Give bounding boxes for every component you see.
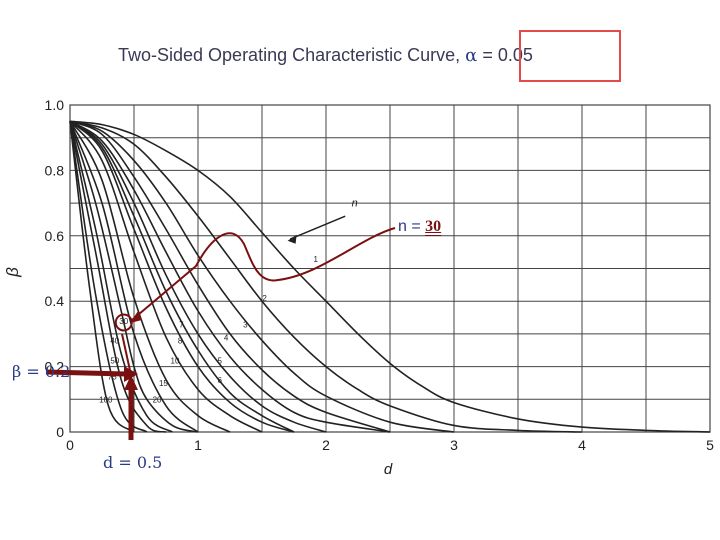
curve-label-n-30: 30 — [119, 317, 128, 326]
curve-label-n-2: 2 — [262, 294, 267, 303]
y-tick-label: 0.6 — [45, 228, 65, 244]
chart-title: Two-Sided Operating Characteristic Curve… — [118, 45, 533, 66]
title-prefix: Two-Sided Operating Characteristic Curve… — [118, 45, 461, 65]
d-to-circle-line — [121, 333, 132, 376]
oc-curve-n-8 — [69, 120, 295, 433]
oc-curve-n-2 — [69, 120, 583, 433]
curve-label-n-15: 15 — [159, 379, 168, 388]
y-tick-label: 0 — [56, 424, 64, 440]
curve-label-n-40: 40 — [110, 337, 119, 346]
curve-label-n-5: 5 — [218, 356, 223, 365]
x-tick-label: 1 — [194, 437, 202, 453]
oc-curve-n-10 — [69, 120, 263, 433]
x-tick-label: 3 — [450, 437, 458, 453]
oc-curve-n-7 — [69, 120, 295, 433]
curve-label-n-3: 3 — [243, 320, 248, 329]
curve-label-n-75: 75 — [108, 373, 117, 382]
beta-annotation: β = 0.2 — [12, 362, 71, 381]
curve-label-n-1: 1 — [314, 255, 319, 264]
d-annotation: d = 0.5 — [103, 453, 163, 472]
beta-arrow-line — [45, 369, 127, 377]
n30-connector-line — [131, 227, 396, 321]
x-tick-label: 0 — [66, 437, 74, 453]
oc-curve-n-40 — [69, 121, 173, 433]
n-annotation-value: 30 — [425, 218, 442, 235]
x-axis-label: d — [384, 461, 393, 478]
alpha-highlight-box — [519, 30, 621, 82]
oc-curve-n-15 — [69, 120, 231, 433]
curve-label-n-20: 20 — [153, 396, 162, 405]
y-tick-label: 0.4 — [45, 293, 65, 309]
x-tick-label: 5 — [706, 437, 714, 453]
n-arrow-label: n — [352, 197, 358, 209]
oc-curve-n-30 — [69, 121, 199, 433]
n-arrow-line — [289, 215, 346, 240]
curve-label-n-7: 7 — [179, 320, 184, 329]
title-alpha-symbol: α — [465, 45, 478, 66]
oc-curve-n-50 — [69, 121, 167, 433]
n-arrow-head — [287, 234, 297, 244]
curve-label-n-100: 100 — [99, 396, 113, 405]
oc-curve-n-1 — [69, 120, 711, 433]
oc-curve-n-5 — [69, 120, 391, 433]
curve-label-n-4: 4 — [224, 333, 229, 342]
y-tick-label: 1.0 — [45, 97, 65, 113]
oc-curve-n-20 — [69, 121, 199, 433]
n-annotation-prefix: n = — [398, 218, 426, 235]
oc-curve-n-6 — [69, 120, 327, 433]
oc-curve-n-100 — [69, 121, 135, 433]
d-arrow-head — [124, 375, 138, 390]
y-tick-label: 0.8 — [45, 162, 65, 178]
n-annotation: n = 30 — [398, 218, 441, 236]
y-axis-label: β — [3, 267, 22, 278]
n30-connector-arrowhead — [130, 311, 142, 323]
x-tick-label: 4 — [578, 437, 586, 453]
curve-label-n-10: 10 — [171, 356, 180, 365]
x-tick-label: 2 — [322, 437, 330, 453]
oc-curve-n-4 — [69, 120, 391, 433]
oc-curve-n-3 — [69, 120, 455, 433]
curve-label-n-50: 50 — [110, 356, 119, 365]
curve-label-n-8: 8 — [178, 337, 183, 346]
